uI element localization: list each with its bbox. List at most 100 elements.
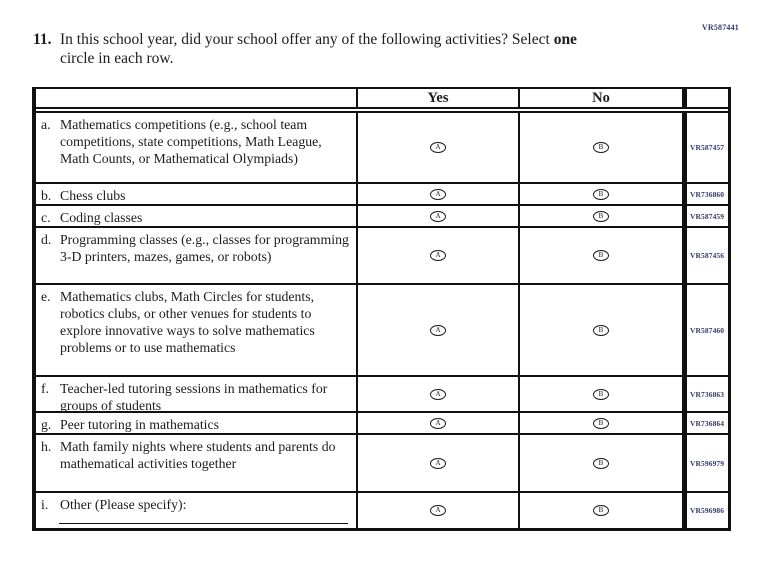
yes-cell: A [358,493,520,528]
bubble-letter: A [435,189,441,198]
vr-code: VR596979 [682,435,728,491]
table-row-h: h. Math family nights where students and … [36,433,728,491]
yes-cell: A [358,206,520,226]
row-text: Programming classes (e.g., classes for p… [60,232,349,264]
no-cell: B [520,377,682,411]
bubble-letter: A [435,506,441,514]
no-cell: B [520,184,682,204]
row-text: Mathematics competitions (e.g., school t… [60,117,322,166]
row-letter: e. [41,289,51,304]
yes-cell: A [358,113,520,182]
question-number: 11. [33,31,52,48]
question-block: 11. In this school year, did your school… [33,30,653,68]
bubble-letter: B [598,211,604,220]
no-cell: B [520,228,682,283]
row-letter: i. [41,497,49,512]
yes-bubble[interactable]: A [430,188,446,200]
vr-code: VR596986 [682,493,728,528]
yes-bubble[interactable]: A [430,210,446,222]
no-bubble[interactable]: B [593,250,609,261]
vr-code: VR587457 [682,113,728,182]
row-text: Chess clubs [60,188,126,203]
bubble-letter: B [598,143,604,151]
row-text: Peer tutoring in mathematics [60,417,220,432]
yes-bubble[interactable]: A [430,324,446,336]
table-header-row: Yes No [36,89,728,113]
activity-cell: f. Teacher-led tutoring sessions in mathe… [36,377,358,413]
row-letter: b. [41,188,52,203]
activity-cell: e. Mathematics clubs, Math Circles for st… [36,285,358,375]
bubble-letter: B [598,506,604,514]
no-bubble[interactable]: B [593,188,609,200]
row-text: Mathematics clubs, Math Circles for stud… [60,289,315,355]
yes-cell: A [358,184,520,204]
row-text: Coding classes [60,210,143,225]
write-in-line[interactable] [59,523,348,524]
yes-bubble[interactable]: A [430,388,446,400]
yes-bubble[interactable]: A [430,417,446,429]
row-letter: h. [41,439,52,454]
no-cell: B [520,435,682,491]
table-row-a: a. Mathematics competitions (e.g., school… [36,113,728,182]
row-text: Teacher-led tutoring sessions in mathema… [60,381,328,413]
bubble-letter: B [598,389,604,398]
no-bubble[interactable]: B [593,324,609,336]
no-bubble[interactable]: B [593,457,609,469]
bubble-letter: A [435,211,441,220]
bubble-letter: A [435,325,441,334]
table-row-i: i. Other (Please specify): A B VR596986 [36,491,728,528]
activity-cell: c. Coding classes [36,206,358,226]
yes-cell: A [358,377,520,411]
yes-bubble[interactable]: A [430,142,446,153]
header-no: No [592,89,610,106]
bubble-letter: A [435,458,441,467]
yes-cell: A [358,413,520,433]
table-row-e: e. Mathematics clubs, Math Circles for st… [36,283,728,375]
table-row-g: g. Peer tutoring in mathematics A B VR736… [36,411,728,433]
no-bubble[interactable]: B [593,142,609,153]
row-text: Other (Please specify): [60,497,187,512]
no-bubble[interactable]: B [593,505,609,516]
question-line2: circle in each row. [60,50,174,67]
activities-table: Yes No a. Mathematics competitions (e.g.,… [32,87,731,531]
question-line1: In this school year, did your school off… [60,31,550,48]
no-cell: B [520,113,682,182]
activity-cell: i. Other (Please specify): [36,493,358,528]
bubble-letter: A [435,251,441,259]
no-bubble[interactable]: B [593,417,609,429]
yes-bubble[interactable]: A [430,505,446,516]
row-text: Math family nights where students and pa… [60,439,336,471]
bubble-letter: A [435,143,441,151]
vr-code: VR587459 [682,206,728,226]
yes-cell: A [358,228,520,283]
header-yes: Yes [358,89,520,107]
table-row-d: d. Programming classes (e.g., classes for… [36,226,728,283]
yes-bubble[interactable]: A [430,250,446,261]
bubble-letter: B [598,418,604,427]
bubble-letter: B [598,458,604,467]
table-row-c: c. Coding classes A B VR587459 [36,204,728,226]
bubble-letter: B [598,189,604,198]
vr-code: VR587460 [682,285,728,375]
activity-cell: g. Peer tutoring in mathematics [36,413,358,433]
bubble-letter: B [598,325,604,334]
yes-bubble[interactable]: A [430,457,446,469]
row-letter: c. [41,210,51,225]
no-bubble[interactable]: B [593,210,609,222]
bubble-letter: A [435,389,441,398]
yes-cell: A [358,435,520,491]
no-cell: B [520,206,682,226]
no-bubble[interactable]: B [593,388,609,400]
vr-code: VR736864 [682,413,728,433]
vr-code: VR736860 [682,184,728,204]
table-row-f: f. Teacher-led tutoring sessions in mathe… [36,375,728,413]
activity-cell: b. Chess clubs [36,184,358,204]
vr-code: VR736863 [682,377,728,411]
no-cell: B [520,413,682,433]
no-cell: B [520,285,682,375]
bubble-letter: B [598,251,604,259]
row-letter: f. [41,381,50,396]
activity-cell: a. Mathematics competitions (e.g., school… [36,113,358,182]
form-code: VR587441 [701,23,739,32]
